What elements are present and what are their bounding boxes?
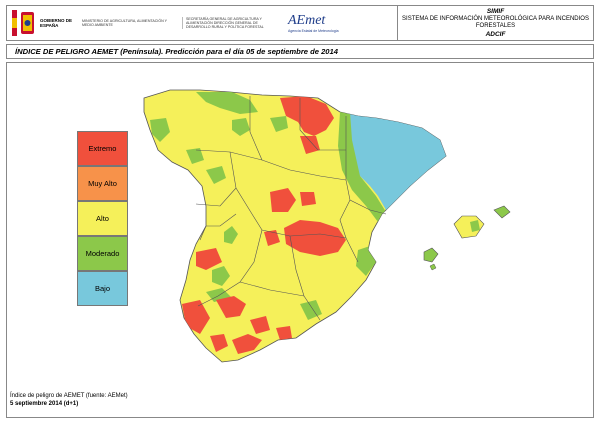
legend-label: Alto <box>96 214 109 223</box>
legend: Extremo Muy Alto Alto Moderado Bajo <box>77 131 128 306</box>
map-title: ÍNDICE DE PELIGRO AEMET (Península). Pre… <box>15 47 338 56</box>
government-logo: GOBIERNO DE ESPAÑA <box>7 6 74 40</box>
legend-label: Extremo <box>88 144 117 153</box>
legend-label: Moderado <box>85 249 120 258</box>
header: GOBIERNO DE ESPAÑA MINISTERIO DE AGRICUL… <box>6 5 594 41</box>
legend-label: Bajo <box>94 284 110 293</box>
map-frame <box>6 62 594 418</box>
legend-item-extremo: Extremo <box>77 131 128 166</box>
system-sub: ADCIF <box>485 30 506 38</box>
coat-of-arms-icon <box>12 10 34 36</box>
ministry-text: MINISTERIO DE AGRICULTURA, ALIMENTACIÓN … <box>82 18 167 27</box>
region-borders <box>195 96 387 321</box>
secretariat-text: SECRETARÍA GENERAL DE AGRICULTURA Y ALIM… <box>182 16 282 30</box>
legend-label: Muy Alto <box>88 179 117 188</box>
system-name-line1: SISTEMA DE INFORMACIÓN METEOROLÓGICA PAR… <box>402 15 589 22</box>
legend-item-moderado: Moderado <box>77 236 128 271</box>
title-bar: ÍNDICE DE PELIGRO AEMET (Península). Pre… <box>6 44 594 59</box>
logos-area: GOBIERNO DE ESPAÑA MINISTERIO DE AGRICUL… <box>7 6 398 40</box>
gobierno-text: GOBIERNO DE ESPAÑA <box>40 18 73 28</box>
zone-bajo-northeast <box>346 112 446 210</box>
source-note: Índice de peligro de AEMET (fuente: AEMe… <box>10 393 128 408</box>
legend-item-bajo: Bajo <box>77 271 128 306</box>
aemet-logo-sub: Agencia Estatal de Meteorología <box>288 29 339 33</box>
aemet-logo-word: AEmet <box>288 13 326 28</box>
legend-item-muy-alto: Muy Alto <box>77 166 128 201</box>
forecast-date: 5 septiembre 2014 (d+1) <box>10 400 79 407</box>
source-text: Índice de peligro de AEMET (fuente: AEMe… <box>10 393 128 399</box>
legend-item-alto: Alto <box>77 201 128 236</box>
zone-extremo-patches <box>182 96 346 354</box>
aemet-logo: AEmet Agencia Estatal de Meteorología <box>288 13 339 33</box>
system-name-line2: FORESTALES <box>475 23 516 29</box>
balearic-islands <box>423 205 511 271</box>
system-code: SIMIF <box>486 8 505 15</box>
system-info: SIMIF SISTEMA DE INFORMACIÓN METEOROLÓGI… <box>398 6 593 40</box>
